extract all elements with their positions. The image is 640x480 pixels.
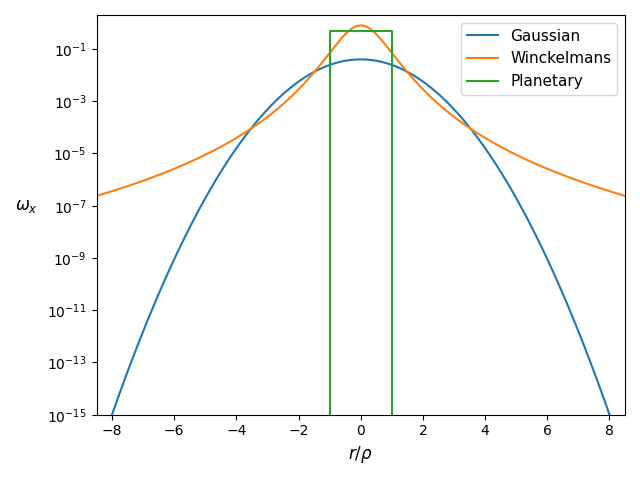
Planetary — [388, 28, 396, 34]
Winckelmans — [335, 38, 343, 44]
Planetary — [326, 412, 333, 418]
Gaussian — [356, 57, 364, 62]
Winckelmans — [606, 188, 614, 194]
Gaussian — [120, 380, 127, 385]
Gaussian — [621, 457, 629, 463]
Gaussian — [509, 190, 516, 195]
X-axis label: $r/\rho$: $r/\rho$ — [348, 444, 373, 465]
Winckelmans — [621, 193, 629, 199]
Gaussian — [606, 413, 614, 419]
Winckelmans — [606, 189, 614, 194]
Legend: Gaussian, Winckelmans, Planetary: Gaussian, Winckelmans, Planetary — [461, 23, 618, 95]
Y-axis label: $\omega_x$: $\omega_x$ — [15, 197, 38, 215]
Gaussian — [606, 412, 614, 418]
Winckelmans — [509, 150, 516, 156]
Planetary — [388, 412, 396, 418]
Gaussian — [335, 59, 343, 65]
Line: Planetary: Planetary — [330, 31, 392, 415]
Winckelmans — [93, 193, 100, 199]
Gaussian — [349, 57, 357, 62]
Planetary — [326, 28, 333, 34]
Gaussian — [93, 457, 100, 463]
Line: Gaussian: Gaussian — [97, 60, 625, 460]
Winckelmans — [356, 23, 364, 28]
Line: Winckelmans: Winckelmans — [97, 25, 625, 196]
Winckelmans — [349, 24, 357, 30]
Winckelmans — [120, 185, 127, 191]
